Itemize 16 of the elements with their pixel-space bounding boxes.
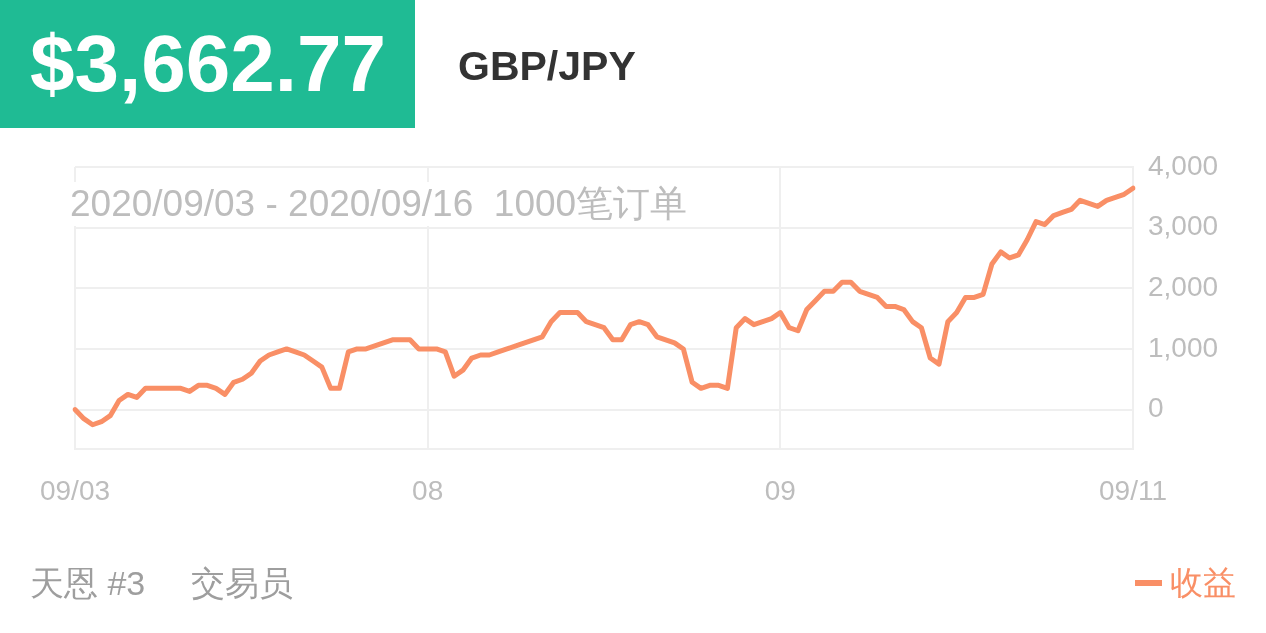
x-tick-label: 09 <box>764 474 796 506</box>
x-tick-label: 09/11 <box>1099 474 1167 506</box>
title-banner: $3,662.77 <box>0 0 415 128</box>
text: 天恩 #3 <box>30 563 146 604</box>
x-tick-label: 08 <box>412 474 444 506</box>
y-tick-label: 0 <box>1148 392 1164 424</box>
y-tick-label: 1,000 <box>1148 331 1219 363</box>
y-tick-label: 3,000 <box>1148 210 1219 242</box>
x-tick-label: 09/03 <box>39 474 111 506</box>
chart-title: $3,662.77 <box>30 19 386 109</box>
legend-label: 收益 <box>1170 563 1236 603</box>
text: 交易员 <box>191 563 294 604</box>
y-tick-label: 2,000 <box>1148 271 1219 303</box>
y-tick-label: 4,000 <box>1148 149 1219 181</box>
annotation: 2020/09/03 - 2020/09/16 1000笔订单 <box>68 182 690 226</box>
chart-subtitle: GBP/JPY <box>458 42 636 90</box>
